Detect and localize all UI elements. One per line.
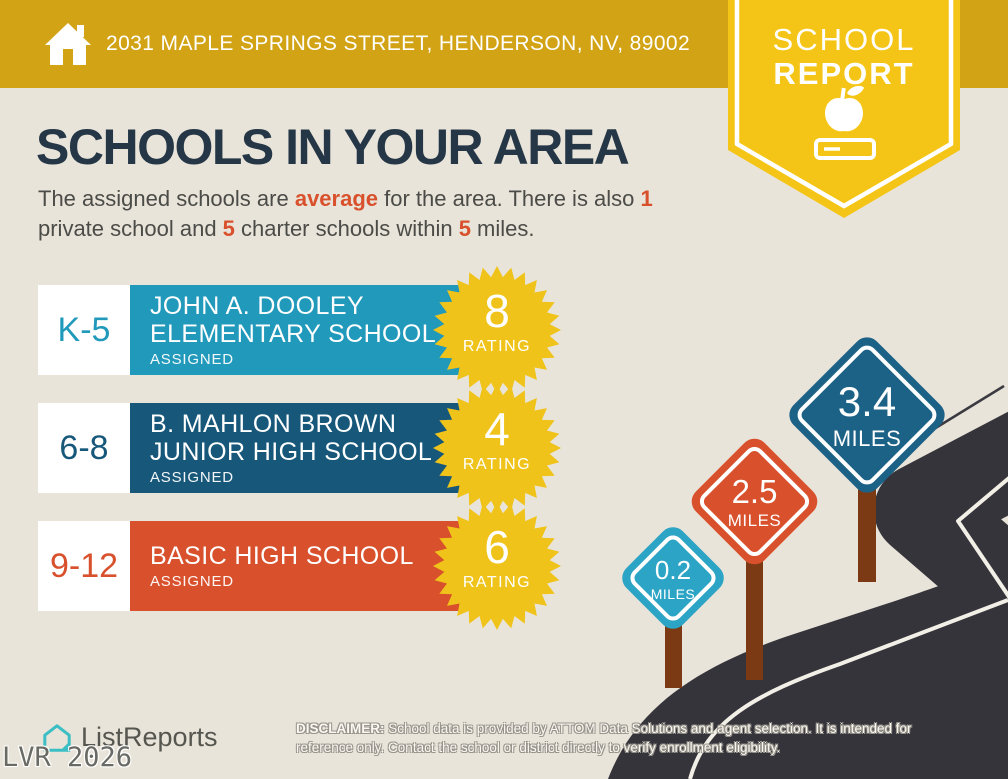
- subtitle-emphasis: 1: [640, 186, 653, 211]
- assigned-badge: ASSIGNED: [150, 351, 234, 368]
- school-name-line: B. MAHLON BROWN: [150, 410, 397, 438]
- property-address: 2031 MAPLE SPRINGS STREET, HENDERSON, NV…: [106, 32, 691, 55]
- school-name-line: JOHN A. DOOLEY: [150, 292, 364, 320]
- rating-label: RATING: [462, 574, 532, 591]
- disclaimer: DISCLAIMER: School data is provided by A…: [296, 719, 956, 757]
- starburst-shape: [433, 502, 561, 630]
- school-name-line: ELEMENTARY SCHOOL: [150, 320, 437, 348]
- subtitle-text: private school and: [38, 216, 223, 241]
- rating-value: 8: [484, 285, 510, 337]
- school-name-line: JUNIOR HIGH SCHOOL: [150, 438, 433, 466]
- school-name-line: BASIC HIGH SCHOOL: [150, 542, 414, 570]
- subtitle: The assigned schools are average for the…: [38, 184, 728, 244]
- sign-post: [665, 610, 682, 688]
- starburst-shape: [433, 384, 561, 512]
- ribbon-word-school: SCHOOL: [772, 22, 916, 57]
- listreports-logo: ListReports: [42, 722, 218, 753]
- listreports-house-icon: [43, 723, 71, 752]
- sign-label: 2.5 MILES: [706, 453, 803, 550]
- rating-label: RATING: [462, 456, 532, 473]
- sign-label: 3.4 MILES: [808, 356, 926, 474]
- disclaimer-label: DISCLAIMER:: [296, 721, 385, 736]
- ribbon-inner-border: [734, 0, 954, 209]
- distance-unit: MILES: [832, 426, 902, 451]
- brand-name: ListReports: [81, 722, 218, 752]
- watermark: LVR 2026: [2, 742, 133, 773]
- assigned-badge: ASSIGNED: [150, 573, 234, 590]
- road-edge-line-lower: [688, 598, 1008, 779]
- school-report-ribbon: SCHOOL REPORT: [728, 0, 960, 218]
- distance-sign-middle: 2.5 MILES: [685, 432, 824, 571]
- distance-value: 3.4: [837, 378, 897, 425]
- rating-badge: 8 RATING: [433, 266, 561, 394]
- rating-value: 4: [484, 403, 510, 455]
- distance-unit: MILES: [650, 585, 696, 602]
- rating-value: 6: [484, 521, 510, 573]
- horizon-line: [933, 384, 1005, 431]
- subtitle-text: The assigned schools are: [38, 186, 295, 211]
- rating-label: RATING: [462, 338, 532, 355]
- starburst-shape: [433, 266, 561, 394]
- grade-range: K-5: [38, 285, 130, 375]
- assigned-badge: ASSIGNED: [150, 469, 234, 486]
- distance-value: 2.5: [731, 472, 778, 510]
- subtitle-text: charter schools within: [234, 216, 459, 241]
- distance-sign-farthest: 3.4 MILES: [783, 331, 951, 499]
- subtitle-text: miles.: [470, 216, 535, 241]
- road-edge-line-fold: [956, 476, 1008, 599]
- distance-value: 0.2: [654, 554, 692, 585]
- subtitle-emphasis: 5: [222, 216, 235, 241]
- subtitle-text: for the area. There is also: [378, 186, 641, 211]
- grade-range: 6-8: [38, 403, 130, 493]
- distance-sign-nearest: 0.2 MILES: [616, 521, 730, 635]
- subtitle-emphasis: 5: [458, 216, 471, 241]
- apple-on-book-icon: [814, 85, 876, 160]
- road-bottom-segment: [608, 556, 1008, 779]
- ribbon-word-report: REPORT: [773, 56, 915, 91]
- disclaimer-text: School data is provided by ATTOM Data So…: [296, 721, 912, 755]
- subtitle-emphasis: average: [294, 186, 379, 211]
- sign-label: 0.2 MILES: [633, 538, 713, 618]
- school-row-junior-high: 6-8 B. MAHLON BROWN JUNIOR HIGH SCHOOL A…: [38, 403, 562, 493]
- page-title: SCHOOLS IN YOUR AREA: [36, 119, 630, 175]
- sign-post: [746, 548, 763, 680]
- grade-range: 9-12: [38, 521, 130, 611]
- rating-badge: 4 RATING: [433, 384, 561, 512]
- rating-badge: 6 RATING: [433, 502, 561, 630]
- home-icon: [45, 23, 91, 65]
- distance-unit: MILES: [727, 510, 782, 530]
- sign-post: [858, 470, 876, 582]
